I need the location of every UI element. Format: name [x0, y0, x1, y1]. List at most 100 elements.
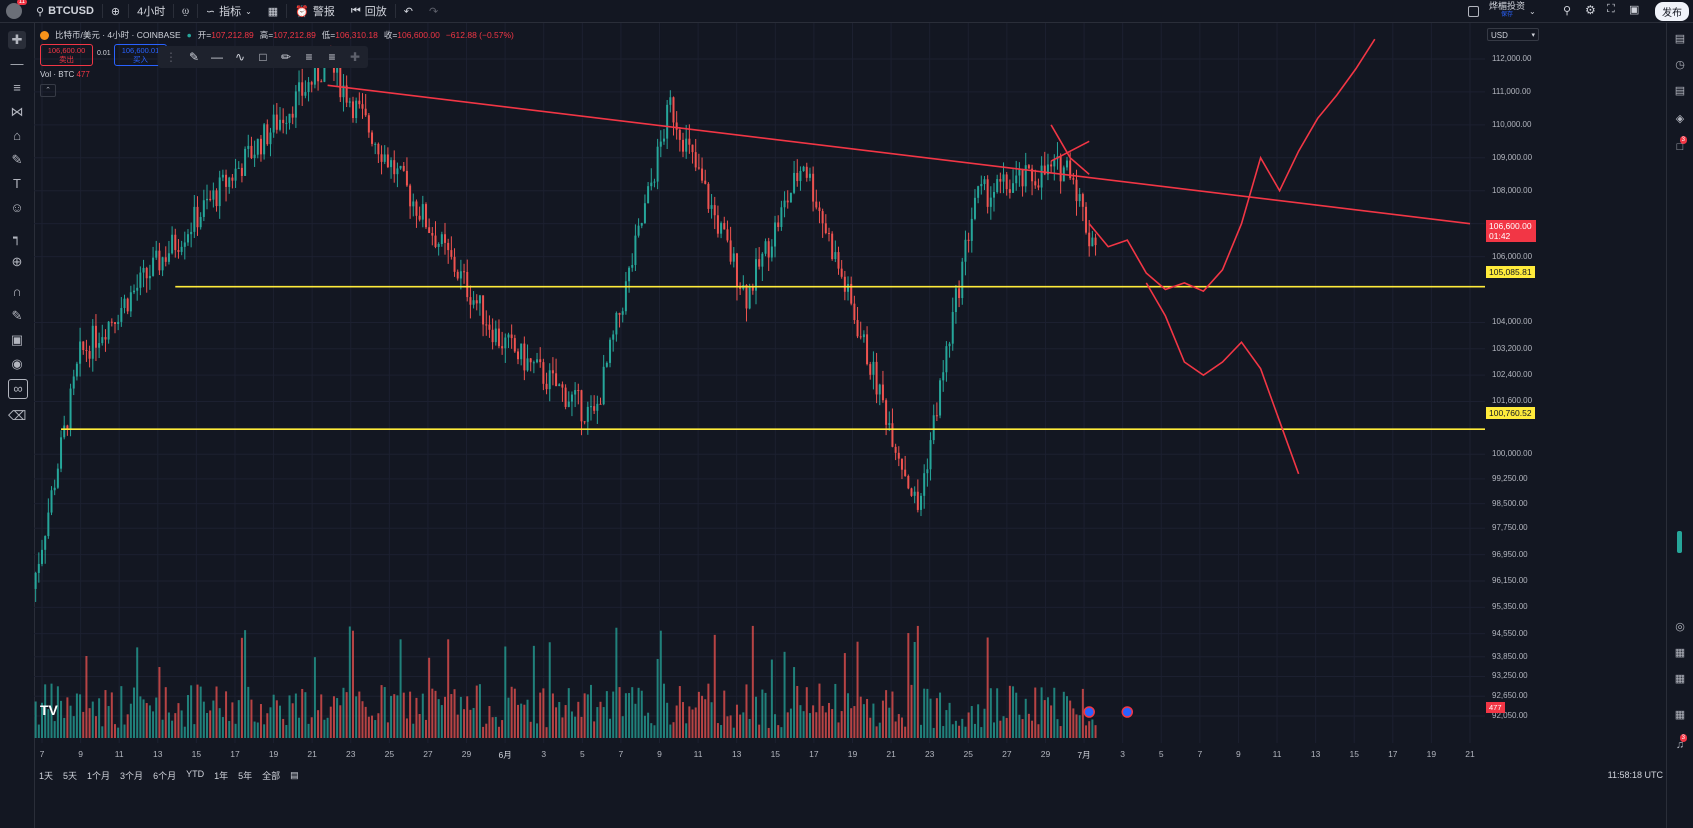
eye-icon[interactable]: ◉: [11, 356, 23, 371]
alerts-clock-icon[interactable]: ◷: [1675, 59, 1685, 71]
templates-button[interactable]: ▦: [260, 0, 286, 22]
range-button[interactable]: 6个月: [153, 770, 177, 781]
close-label: 收=: [383, 30, 398, 40]
candle-body: [523, 343, 526, 371]
undo-button[interactable]: ↶: [396, 0, 421, 22]
candle-body: [456, 271, 459, 279]
sell-button[interactable]: 106,600.00 卖出: [40, 44, 93, 66]
volume-bar: [536, 723, 539, 738]
more-icon[interactable]: ✚: [349, 50, 361, 64]
candle-body: [783, 200, 786, 208]
volume-bar: [1085, 725, 1088, 738]
calendar-icon[interactable]: ▦: [1674, 647, 1686, 659]
volume-bar: [437, 699, 440, 738]
layers-icon[interactable]: ◈: [1675, 113, 1685, 125]
symbol-search[interactable]: ⚲ BTCUSD: [22, 0, 102, 22]
range-button[interactable]: 全部: [262, 770, 281, 781]
divider: [128, 4, 130, 18]
range-button[interactable]: 1个月: [87, 770, 111, 781]
brush-icon[interactable]: ✎: [188, 50, 200, 64]
bullish-forecast-drawing: [1088, 38, 1376, 293]
rectangle-icon[interactable]: □: [259, 50, 267, 64]
pen-icon[interactable]: ✏: [280, 50, 292, 64]
avatar[interactable]: 11: [6, 0, 27, 19]
text-tool-icon[interactable]: T: [13, 176, 21, 191]
compare-button[interactable]: ⊕: [103, 0, 128, 22]
align-icon[interactable]: ≡: [328, 50, 336, 64]
news-icon[interactable]: ▤: [1674, 85, 1686, 97]
collapse-legend-button[interactable]: ⌃: [40, 84, 56, 97]
volume-bar: [593, 721, 596, 738]
candle-body: [85, 350, 88, 352]
crosshair-icon[interactable]: ✚: [8, 31, 26, 49]
volume-bar: [888, 707, 891, 738]
pattern-tool-icon[interactable]: ⋈: [10, 104, 24, 119]
brush-tool-icon[interactable]: ✎: [11, 152, 23, 167]
volume-bar: [729, 715, 732, 738]
chart-type-button[interactable]: ⍹: [174, 0, 197, 22]
lock-icon[interactable]: ▣: [10, 332, 24, 347]
candle-body: [63, 425, 66, 438]
lock-drawings-icon[interactable]: ✎: [11, 308, 23, 323]
range-button[interactable]: 5天: [63, 770, 78, 781]
symbol-label: BTCUSD: [48, 5, 94, 17]
ruler-tool-icon[interactable]: ┑: [13, 230, 21, 245]
volume-bar: [793, 667, 796, 738]
volume-bar: [935, 698, 938, 738]
volume-bar: [91, 701, 94, 738]
quick-search-icon[interactable]: ⚲: [1563, 5, 1572, 17]
candle-body: [856, 320, 859, 337]
magnet-icon[interactable]: ∩: [12, 284, 22, 299]
range-button[interactable]: 1年: [214, 770, 229, 781]
range-button[interactable]: 5年: [238, 770, 253, 781]
scroll-handle[interactable]: [1677, 531, 1682, 553]
volume-bar: [723, 690, 726, 738]
layout-menu[interactable]: 烨楣投资 保存 ⌄: [1468, 2, 1536, 20]
settings-lines-icon[interactable]: ≡: [305, 50, 313, 64]
utc-clock[interactable]: 11:58:18 UTC: [1607, 770, 1663, 780]
range-button[interactable]: YTD: [186, 768, 205, 779]
candle-body: [301, 82, 304, 96]
range-button[interactable]: 3个月: [120, 770, 144, 781]
chat-icon[interactable]: □ 3: [1676, 136, 1687, 153]
volume-bar: [171, 720, 174, 738]
publish-button[interactable]: 发布: [1655, 2, 1689, 21]
emoji-tool-icon[interactable]: ☺: [10, 200, 24, 215]
camera-icon[interactable]: ▣: [1629, 4, 1640, 16]
settings-icon[interactable]: ⚙: [1585, 3, 1596, 17]
volume-bar: [234, 723, 237, 738]
replay-button[interactable]: ⏮ 回放: [343, 0, 395, 22]
hotlist-icon[interactable]: ▦: [1674, 709, 1686, 721]
time-axis[interactable]: 7 9 11 13 15 17 19 21 23 25 27 29 6月 3 5 7 9 11 13 15 17 19 21…: [34, 746, 1485, 762]
range-button[interactable]: 1天: [39, 770, 54, 781]
indicators-button[interactable]: ∽ 指标 ⌄: [198, 0, 260, 22]
currency-selector[interactable]: USD ▾: [1487, 28, 1539, 41]
zoom-in-icon[interactable]: ⊕: [11, 254, 23, 269]
candle-body: [431, 233, 434, 236]
trendline-tool-icon[interactable]: —: [10, 56, 24, 71]
volume-bar: [1094, 725, 1097, 738]
volume-bar: [843, 653, 846, 738]
target-icon[interactable]: ◎: [1675, 621, 1685, 633]
date-range-icon[interactable]: ▤: [290, 769, 299, 780]
trash-icon[interactable]: ⌫: [8, 408, 27, 423]
fib-tool-icon[interactable]: ≡: [13, 80, 21, 95]
alert-button[interactable]: ⏰ 警报: [287, 0, 343, 22]
drag-handle-icon[interactable]: ⋮: [165, 50, 177, 64]
volume-bar: [1078, 715, 1081, 738]
calculator-icon[interactable]: ▦: [1674, 673, 1686, 685]
candle-body: [786, 200, 789, 203]
link-icon[interactable]: ∞: [8, 379, 28, 399]
line-icon[interactable]: —: [211, 50, 223, 64]
path-icon[interactable]: ∿: [234, 50, 246, 64]
candle-body: [247, 145, 250, 149]
fullscreen-icon[interactable]: ⛶: [1607, 3, 1615, 15]
bell-icon[interactable]: ♫ 3: [1675, 734, 1687, 751]
volume-bar: [983, 708, 986, 738]
forecast-tool-icon[interactable]: ⌂: [13, 128, 21, 143]
watchlist-icon[interactable]: ▤: [1674, 33, 1686, 45]
price-chart[interactable]: [34, 23, 1485, 743]
candle-body: [853, 303, 856, 321]
interval-button[interactable]: 4小时: [129, 0, 173, 22]
redo-button[interactable]: ↷: [421, 0, 446, 22]
